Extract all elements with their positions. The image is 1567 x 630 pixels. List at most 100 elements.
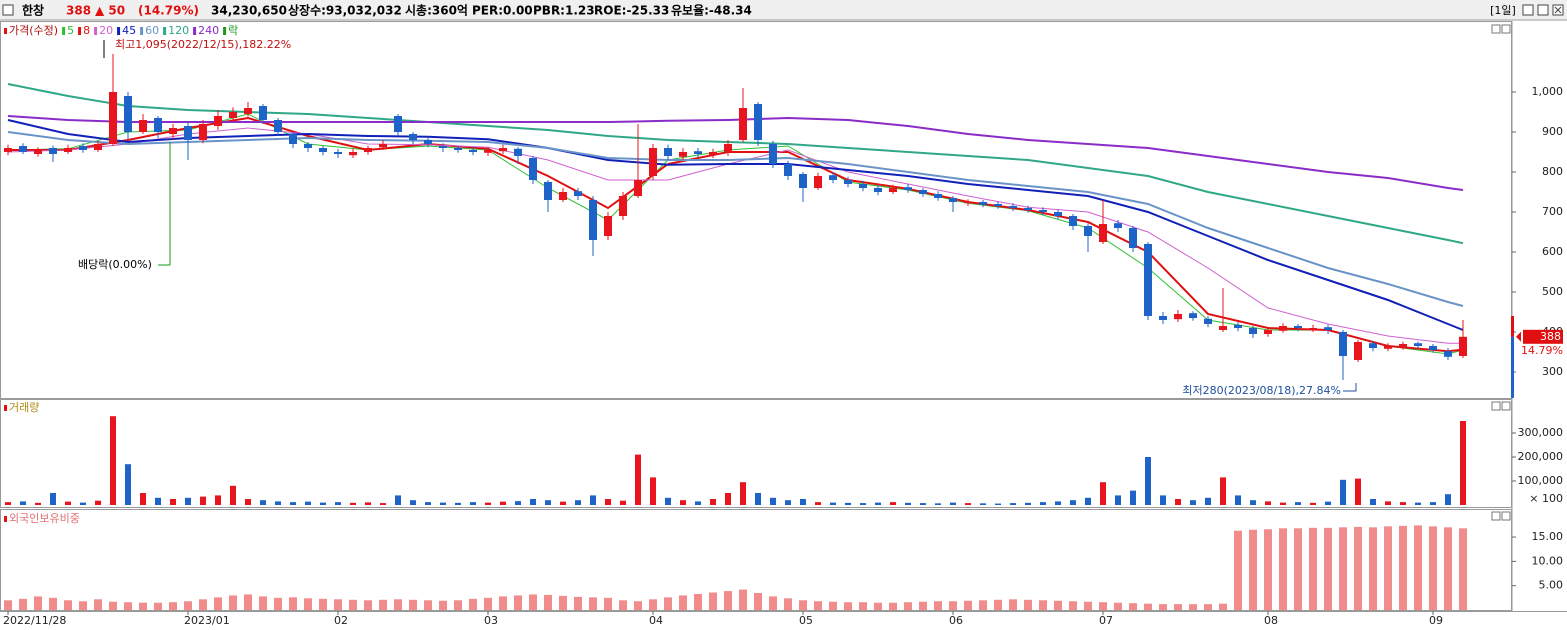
ownership-bar xyxy=(979,600,987,610)
candle-body xyxy=(184,126,192,140)
panel-frames xyxy=(0,21,1567,612)
unit-label: × 100 xyxy=(1529,492,1563,505)
legend-label: 240 xyxy=(198,24,219,37)
volume-bar xyxy=(1010,503,1016,505)
legend-label: 60 xyxy=(145,24,159,37)
volume-bar xyxy=(350,502,356,505)
candle-body xyxy=(1054,212,1062,216)
volume-bar xyxy=(200,496,206,505)
ownership-bar xyxy=(139,602,147,610)
volume-bar xyxy=(1280,502,1286,505)
ownership-bar xyxy=(919,601,927,610)
ownership-bar xyxy=(109,601,117,610)
candle-body xyxy=(589,200,597,240)
candle-body xyxy=(724,144,732,152)
candle-body xyxy=(679,152,687,157)
volume-bar xyxy=(1130,490,1136,505)
volume-bar xyxy=(560,501,566,505)
volume-bar xyxy=(425,502,431,505)
moving-average-line xyxy=(8,116,1464,353)
restore-button[interactable] xyxy=(1537,4,1549,16)
last-price-pointer xyxy=(1516,331,1521,342)
candle-body xyxy=(349,152,357,156)
ownership-bar xyxy=(259,596,267,610)
panel-button[interactable] xyxy=(1501,24,1511,34)
ownership-bar xyxy=(349,599,357,610)
ownership-bar xyxy=(604,597,612,610)
x-tick-label: 03 xyxy=(484,614,498,627)
change-pct: (14.79%) xyxy=(138,4,199,18)
volume-bar xyxy=(905,502,911,505)
volume-bar xyxy=(740,482,746,505)
ownership-bar xyxy=(154,602,162,610)
candle-body xyxy=(199,124,207,140)
candle-body xyxy=(334,152,342,154)
volume-bar xyxy=(635,454,641,505)
panel-button[interactable] xyxy=(1491,24,1501,34)
candle-body xyxy=(919,190,927,194)
annotation-line xyxy=(1343,383,1357,392)
volume-bar xyxy=(380,503,386,505)
candle-body xyxy=(964,202,972,204)
panel-button[interactable] xyxy=(1501,511,1511,521)
candle-body xyxy=(214,116,222,126)
volume-bar xyxy=(1205,497,1211,505)
candle-body xyxy=(244,108,252,114)
candle-body xyxy=(1339,332,1347,356)
volume-bar xyxy=(1160,495,1166,505)
x-tick-label: 09 xyxy=(1429,614,1443,627)
candle-body xyxy=(769,144,777,164)
candle-body xyxy=(1219,326,1227,330)
ownership-bar xyxy=(934,601,942,610)
candle-body xyxy=(439,146,447,148)
ownership-bar xyxy=(1444,527,1452,610)
ownership-bar xyxy=(1054,600,1062,610)
panel-button[interactable] xyxy=(1491,401,1501,411)
candle-body xyxy=(229,112,237,118)
candle-body xyxy=(319,148,327,152)
maximize-button[interactable] xyxy=(1522,4,1534,16)
ownership-bar xyxy=(1324,527,1332,610)
candle-body xyxy=(514,148,522,156)
ownership-bar xyxy=(709,592,717,610)
candle-body xyxy=(19,146,27,152)
ownership-bar xyxy=(844,602,852,610)
volume-bar xyxy=(545,500,551,505)
ownership-bar xyxy=(1144,603,1152,610)
volume-bar xyxy=(665,497,671,505)
candle-body xyxy=(1444,351,1452,357)
ownership-bar xyxy=(94,599,102,610)
ownership-bar xyxy=(559,595,567,610)
candle-body xyxy=(649,148,657,176)
ownership-bar xyxy=(889,602,897,610)
annotation: 최저280(2023/08/18),27.84% xyxy=(1182,384,1341,397)
candle-body xyxy=(364,148,372,152)
volume-bar xyxy=(365,502,371,505)
range-bar xyxy=(1511,336,1514,398)
candle-body xyxy=(1084,226,1092,236)
candle-body xyxy=(1354,342,1362,360)
ownership-bar xyxy=(439,600,447,610)
ownership-bar xyxy=(1174,604,1182,610)
candle-body xyxy=(889,188,897,192)
candle-body xyxy=(499,148,507,152)
volume-bar xyxy=(275,501,281,505)
legend-label: 20 xyxy=(99,24,113,37)
x-tick-label: 07 xyxy=(1099,614,1113,627)
period[interactable]: [1일] xyxy=(1490,3,1516,17)
ownership-bar xyxy=(904,602,912,610)
volume-bar xyxy=(335,502,341,505)
panel-button[interactable] xyxy=(1491,511,1501,521)
price: 388 xyxy=(66,4,91,18)
last-change-label: 14.79% xyxy=(1521,344,1563,357)
candle-body xyxy=(994,204,1002,206)
volume-bar xyxy=(1100,482,1106,505)
volume-bar xyxy=(170,499,176,505)
ownership-bar xyxy=(409,599,417,610)
candle-body xyxy=(454,148,462,150)
ownership-bar xyxy=(664,597,672,610)
volume-bar xyxy=(20,501,26,505)
checkbox[interactable] xyxy=(2,4,14,16)
candle-body xyxy=(619,196,627,216)
panel-button[interactable] xyxy=(1501,401,1511,411)
